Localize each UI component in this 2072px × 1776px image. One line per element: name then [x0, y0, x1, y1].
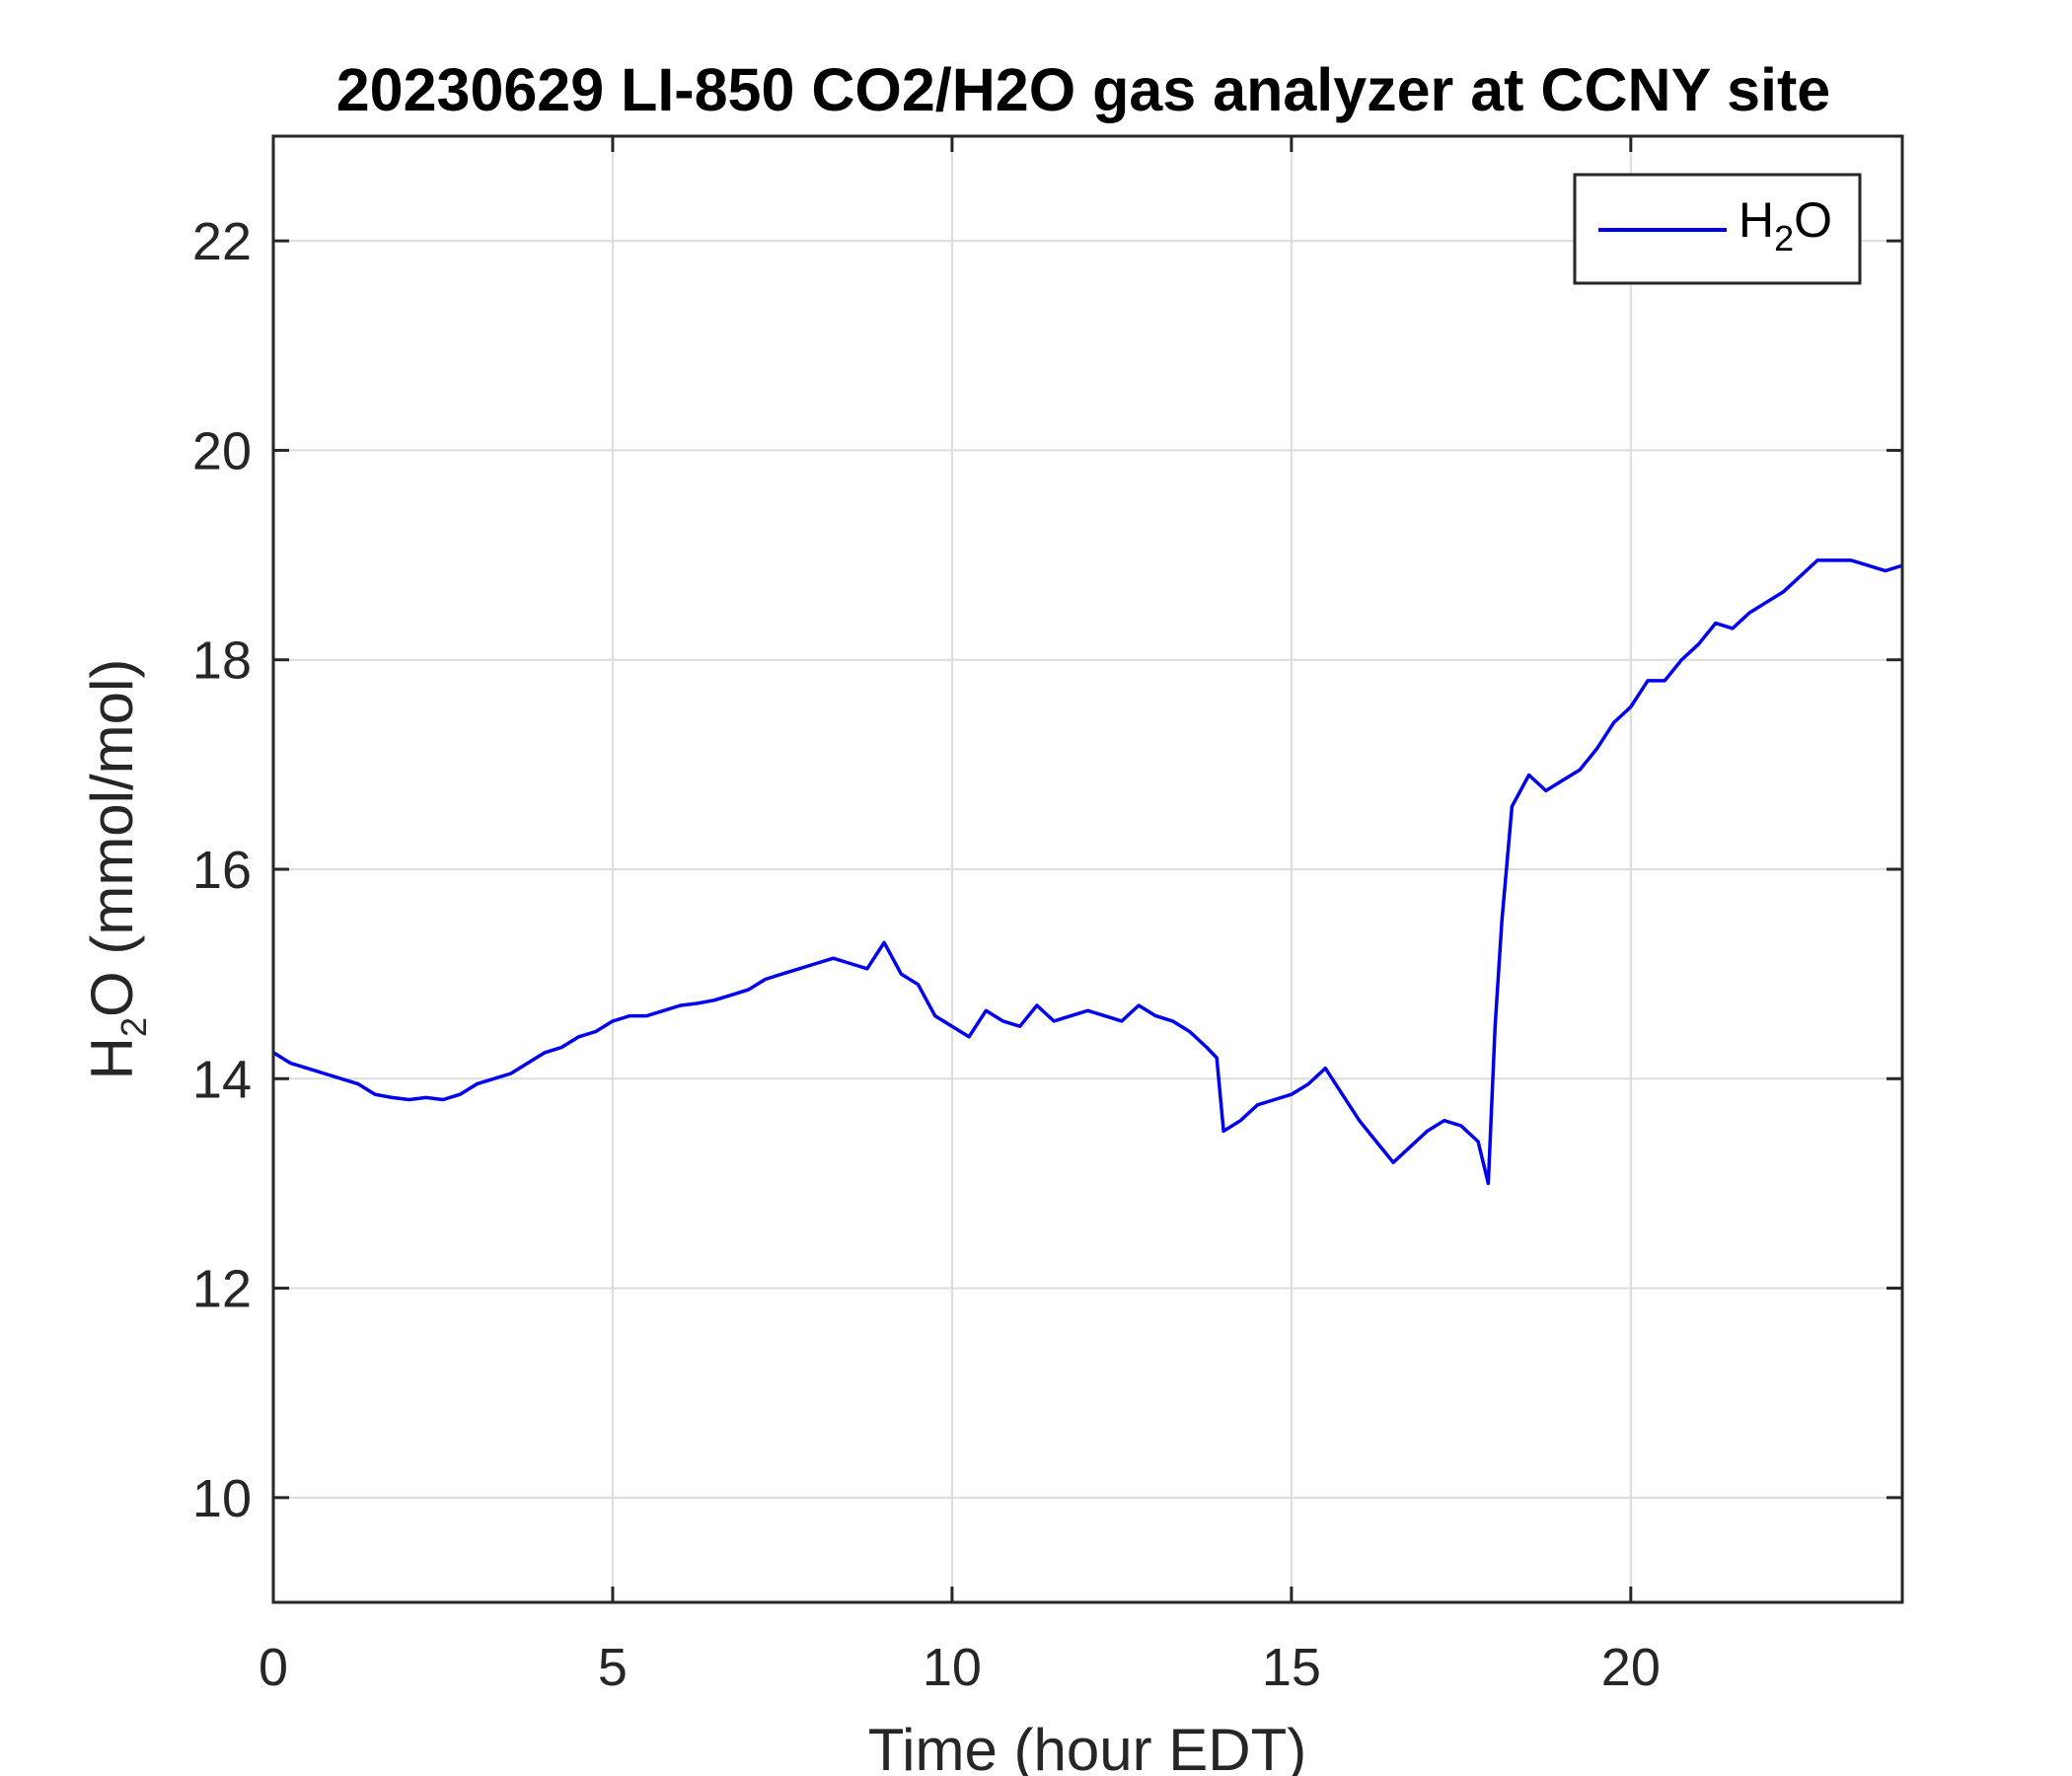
plot-frame	[271, 134, 1904, 1604]
legend-label-rest: O	[1794, 192, 1832, 248]
legend-label-subscript: 2	[1774, 218, 1794, 259]
x-tick-label: 5	[598, 1638, 628, 1697]
x-tick-label: 15	[1262, 1638, 1321, 1697]
y-axis-label-subscript: 2	[113, 1017, 154, 1037]
y-tick-label: 16	[192, 841, 252, 900]
grid-lines	[273, 136, 1902, 1602]
y-tick-label: 10	[192, 1469, 252, 1528]
legend: H2O	[1573, 173, 1862, 285]
y-tick-label: 18	[192, 631, 252, 691]
series-line-h2o	[272, 558, 1903, 1186]
x-axis-label: Time (hour EDT)	[868, 1717, 1307, 1776]
y-axis-label: H2O (mmol/mol)	[79, 659, 154, 1080]
legend-label-h2o: H2O	[1739, 192, 1832, 259]
y-tick-label: 20	[192, 421, 252, 481]
chart-title: 20230629 LI-850 CO2/H2O gas analyzer at …	[336, 56, 1831, 123]
legend-label-main: H	[1739, 192, 1774, 248]
y-tick-label: 14	[192, 1050, 252, 1109]
x-tick-label: 20	[1601, 1638, 1661, 1697]
x-tick-label: 0	[259, 1638, 288, 1697]
y-axis-label-main: H	[79, 1037, 145, 1079]
x-tick-label: 10	[923, 1638, 982, 1697]
y-tick-label: 12	[192, 1260, 252, 1319]
series-layer	[272, 558, 1903, 1186]
y-axis-label-rest: O (mmol/mol)	[79, 659, 145, 1017]
y-tick-label: 22	[192, 212, 252, 271]
x-tick-labels: 0 5 10 15 20	[259, 1638, 1661, 1697]
y-tick-labels: 10 12 14 16 18 20 22	[192, 212, 252, 1528]
